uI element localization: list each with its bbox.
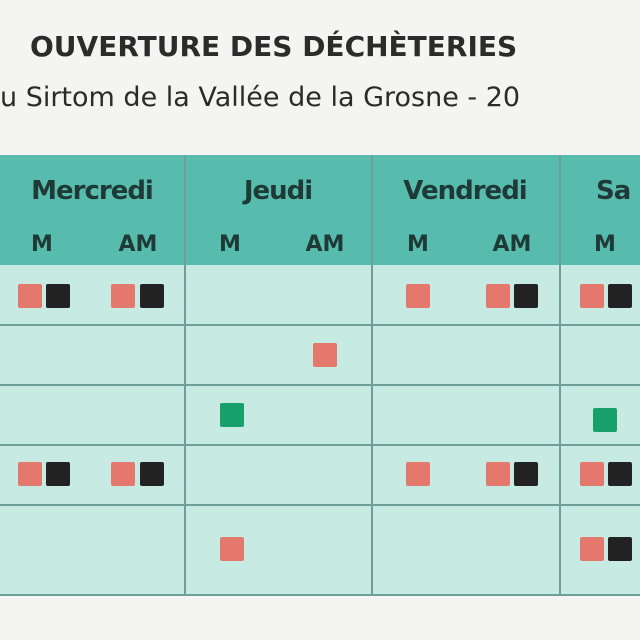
col-line xyxy=(559,155,561,595)
row-line xyxy=(0,594,640,596)
period-header: M xyxy=(594,232,616,257)
open-mark xyxy=(111,462,135,486)
table-header xyxy=(0,155,640,265)
open-mark xyxy=(220,537,244,561)
open-mark xyxy=(406,462,430,486)
open-mark xyxy=(18,462,42,486)
open-mark xyxy=(580,462,604,486)
table-body xyxy=(0,265,640,595)
col-line xyxy=(184,155,186,595)
open-mark xyxy=(593,408,617,432)
period-header: M xyxy=(219,232,241,257)
open-mark xyxy=(140,284,164,308)
open-mark xyxy=(486,284,510,308)
period-header: M xyxy=(31,232,53,257)
open-mark xyxy=(140,462,164,486)
row-line xyxy=(0,504,640,506)
open-mark xyxy=(514,462,538,486)
period-header: AM xyxy=(118,232,158,257)
open-mark xyxy=(608,284,632,308)
col-line xyxy=(371,155,373,595)
open-mark xyxy=(18,284,42,308)
open-mark xyxy=(111,284,135,308)
subtitle: u Sirtom de la Vallée de la Grosne - 20 xyxy=(0,82,521,113)
row-line xyxy=(0,384,640,386)
period-header: M xyxy=(407,232,429,257)
day-header: Mercredi xyxy=(31,176,154,206)
open-mark xyxy=(486,462,510,486)
period-header: AM xyxy=(305,232,345,257)
open-mark xyxy=(514,284,538,308)
open-mark xyxy=(220,403,244,427)
row-line xyxy=(0,444,640,446)
open-mark xyxy=(580,284,604,308)
day-header: Jeudi xyxy=(243,176,313,206)
open-mark xyxy=(313,343,337,367)
open-mark xyxy=(608,462,632,486)
open-mark xyxy=(608,537,632,561)
open-mark xyxy=(46,284,70,308)
period-header: AM xyxy=(492,232,532,257)
open-mark xyxy=(46,462,70,486)
open-mark xyxy=(580,537,604,561)
day-header: Vendredi xyxy=(403,176,527,206)
row-line xyxy=(0,324,640,326)
day-header: Sa xyxy=(596,176,631,206)
title: OUVERTURE DES DÉCHÈTERIES xyxy=(30,30,518,63)
open-mark xyxy=(406,284,430,308)
